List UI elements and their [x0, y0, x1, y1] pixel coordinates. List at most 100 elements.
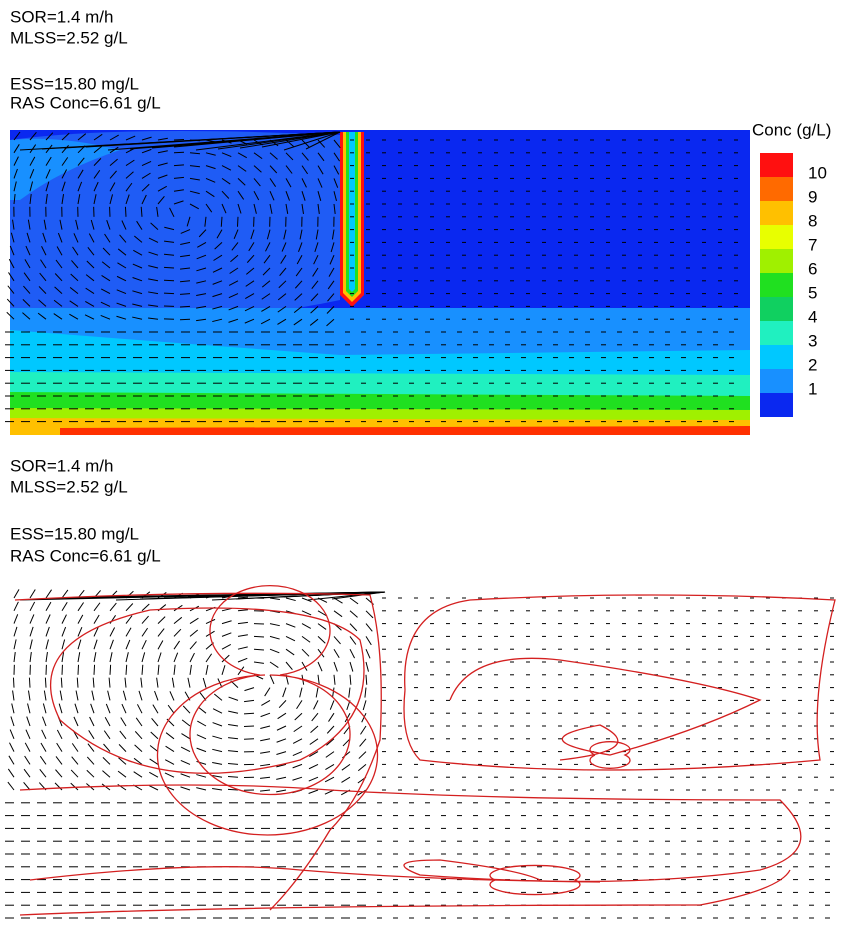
vector — [157, 195, 165, 205]
vector — [239, 131, 341, 149]
vector — [149, 771, 159, 778]
vector — [117, 770, 127, 778]
vector — [24, 742, 31, 752]
vector — [187, 677, 191, 688]
vector — [221, 620, 232, 625]
vector — [196, 734, 207, 740]
vector — [75, 690, 79, 701]
vector — [133, 249, 143, 256]
vector — [61, 589, 69, 599]
vector — [179, 305, 191, 308]
vector — [100, 314, 111, 320]
vector — [276, 776, 287, 780]
vector — [266, 229, 271, 240]
vector — [109, 170, 117, 179]
vector — [310, 293, 319, 302]
vector — [70, 273, 79, 282]
vector — [292, 751, 303, 757]
vector — [133, 757, 143, 765]
vector — [180, 229, 191, 234]
vector — [60, 677, 63, 688]
vector — [116, 275, 127, 282]
vector — [100, 301, 111, 307]
vector — [221, 643, 232, 650]
vector — [156, 677, 159, 688]
vector — [311, 280, 319, 289]
vector — [77, 194, 81, 205]
vector — [189, 617, 199, 625]
vector — [39, 769, 47, 778]
vector — [189, 641, 197, 650]
vector — [301, 661, 308, 671]
vector — [344, 712, 351, 723]
vector — [298, 242, 303, 252]
vector — [93, 133, 103, 141]
vector — [205, 177, 216, 183]
vector — [317, 610, 327, 617]
vector — [6, 298, 15, 307]
vector — [86, 260, 95, 269]
vector — [269, 674, 275, 685]
vector — [260, 763, 271, 767]
vector — [119, 234, 127, 243]
vector — [246, 254, 255, 263]
vector — [237, 621, 248, 625]
vector — [45, 156, 52, 166]
vector — [276, 725, 287, 731]
vector — [173, 652, 179, 663]
vector — [253, 635, 265, 638]
vector — [187, 591, 386, 598]
vector — [294, 280, 303, 289]
vector — [261, 699, 271, 706]
vector — [228, 696, 239, 701]
vector — [133, 771, 143, 778]
vector — [361, 712, 367, 723]
vector — [173, 189, 184, 192]
vector — [140, 677, 143, 688]
vector — [77, 652, 81, 663]
vector — [109, 639, 114, 650]
vector — [228, 710, 239, 714]
vector — [85, 287, 95, 295]
vector — [230, 254, 239, 263]
vector — [27, 690, 31, 701]
vector — [61, 169, 68, 179]
colorbar-label: 3 — [808, 331, 817, 350]
vector — [117, 262, 127, 269]
vector — [61, 132, 70, 141]
vector — [69, 287, 79, 294]
vector — [212, 280, 223, 285]
vector — [39, 272, 47, 282]
vector — [260, 738, 271, 742]
vector — [150, 222, 159, 230]
vector — [11, 703, 15, 714]
vector — [294, 712, 303, 721]
vector — [173, 616, 183, 624]
vector — [180, 241, 191, 246]
vector — [285, 178, 292, 188]
vector — [13, 168, 18, 179]
vector — [102, 770, 111, 778]
vector — [157, 174, 168, 179]
vector — [29, 626, 34, 637]
vector — [76, 677, 79, 688]
color-swatch — [760, 153, 793, 177]
vector — [134, 744, 143, 752]
vector — [260, 751, 271, 754]
vector — [244, 305, 255, 312]
vector — [86, 756, 95, 765]
vector — [250, 229, 255, 240]
vector — [333, 674, 336, 685]
vector — [308, 776, 319, 782]
vector — [119, 730, 127, 740]
vector — [149, 745, 159, 752]
vector — [260, 318, 271, 325]
vector — [253, 203, 257, 214]
colorbar-label: 5 — [808, 283, 817, 302]
vector — [260, 776, 271, 779]
vector — [329, 255, 335, 265]
vector — [72, 246, 79, 256]
vector — [212, 293, 223, 298]
annotation: SOR=1.4 m/h — [10, 456, 113, 475]
colorbar-label: 1 — [808, 379, 817, 398]
